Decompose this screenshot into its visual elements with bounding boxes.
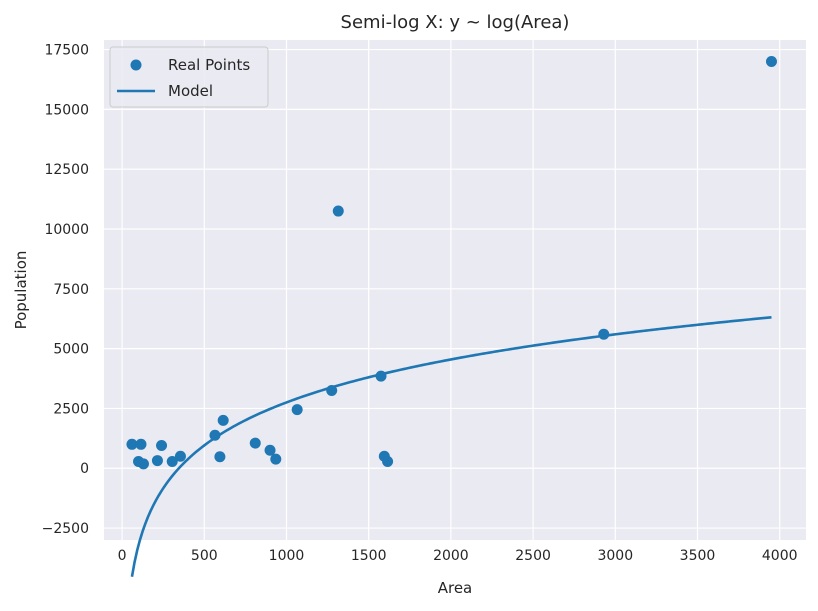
- legend-label-real-points: Real Points: [168, 56, 250, 74]
- data-point: [598, 328, 610, 340]
- data-point: [291, 404, 303, 416]
- x-axis-label: Area: [438, 579, 473, 597]
- data-point: [156, 440, 168, 451]
- y-tick-label: 12500: [44, 162, 89, 178]
- data-point: [166, 456, 178, 468]
- y-tick-label: 7500: [53, 282, 89, 298]
- y-axis-ticks: −2500 0 2500 5000 7500 10000 12500 15000 17500: [42, 43, 89, 537]
- x-tick-label: 4000: [762, 548, 798, 564]
- data-point: [126, 438, 138, 450]
- x-axis-ticks: 0 500 1000 1500 2000 2500 3000 3500 4000: [118, 548, 798, 564]
- chart-title: Semi-log X: y ~ log(Area): [341, 12, 570, 33]
- x-tick-label: 1500: [351, 548, 387, 564]
- y-tick-label: 5000: [53, 342, 89, 358]
- y-axis-label: Population: [12, 251, 30, 330]
- y-tick-label: 10000: [44, 222, 89, 238]
- points-layer: [126, 56, 777, 470]
- data-point: [765, 56, 777, 68]
- x-tick-label: 3000: [597, 548, 633, 564]
- y-tick-label: 15000: [44, 102, 89, 118]
- data-point: [137, 458, 149, 470]
- x-tick-label: 2000: [433, 548, 469, 564]
- y-tick-label: 2500: [53, 401, 89, 417]
- x-tick-label: 3500: [680, 548, 716, 564]
- data-point: [326, 384, 338, 396]
- y-tick-label: 0: [80, 461, 89, 477]
- x-tick-label: 0: [118, 548, 127, 564]
- data-point: [270, 453, 282, 465]
- data-point: [375, 370, 387, 382]
- legend: Real Points Model: [109, 46, 269, 108]
- plot-area: [104, 40, 806, 540]
- data-point: [382, 456, 394, 468]
- model-layer: [130, 316, 772, 577]
- data-point: [174, 450, 186, 462]
- data-point: [209, 429, 221, 441]
- data-point: [214, 451, 226, 463]
- data-point: [135, 438, 147, 450]
- y-tick-label: 17500: [44, 43, 89, 59]
- grid: [104, 40, 806, 540]
- x-tick-label: 2500: [515, 548, 551, 564]
- data-point: [217, 414, 229, 426]
- legend-label-model: Model: [168, 82, 213, 100]
- legend-marker-real-points: [130, 59, 142, 71]
- data-point: [151, 455, 163, 467]
- data-point: [264, 444, 276, 456]
- x-tick-label: 1000: [269, 548, 305, 564]
- data-point: [249, 437, 261, 449]
- y-tick-label: −2500: [42, 521, 89, 537]
- data-point: [332, 205, 344, 217]
- x-tick-label: 500: [191, 548, 218, 564]
- model-line: [130, 316, 772, 577]
